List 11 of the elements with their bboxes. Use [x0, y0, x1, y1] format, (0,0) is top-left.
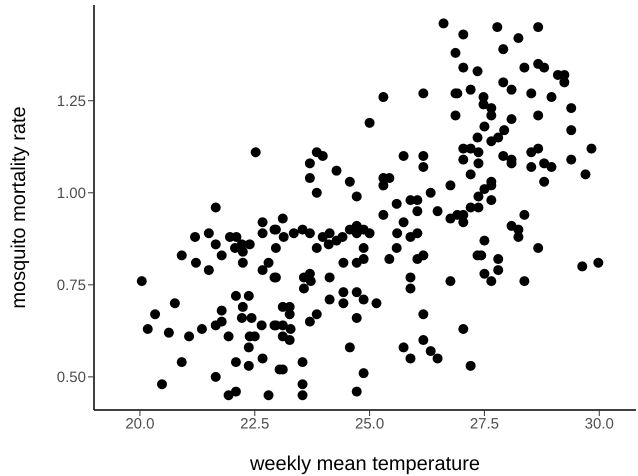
x-axis-title: weekly mean temperature	[248, 453, 480, 475]
y-axis-title: mosquito mortality rate	[8, 106, 30, 309]
x-tick-label: 22.5	[240, 416, 270, 433]
x-tick-label: 27.5	[470, 416, 500, 433]
y-tick-label: 0.75	[56, 277, 86, 294]
x-tick-label: 30.0	[584, 416, 614, 433]
x-tick-label: 25.0	[354, 416, 384, 433]
y-tick-label: 1.25	[56, 93, 86, 110]
y-tick-label: 1.00	[56, 185, 86, 202]
y-tick-label: 0.50	[56, 369, 86, 386]
x-tick-label: 20.0	[125, 416, 155, 433]
